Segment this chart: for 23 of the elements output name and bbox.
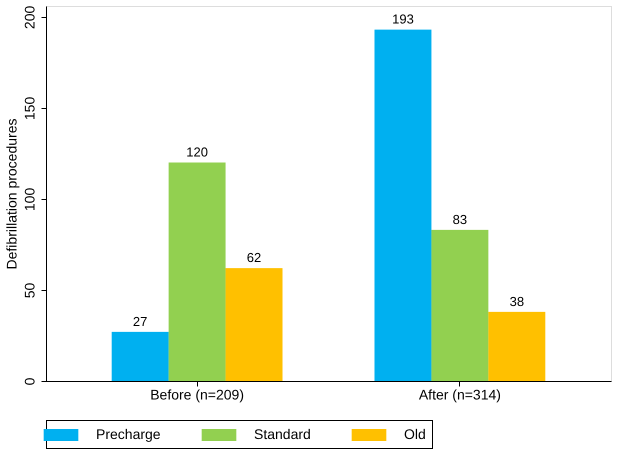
data-label: 62 [246,250,262,266]
legend-label: Old [404,426,426,442]
legend-label: Precharge [96,426,161,442]
data-label: 38 [510,294,524,309]
data-label: 83 [452,212,468,227]
y-tick-label: 100 [22,188,38,212]
bar [168,162,226,381]
data-label: 193 [392,12,414,27]
y-tick-label: 200 [22,6,38,30]
x-tick-label: Before (n=209) [150,386,244,402]
bar [374,30,432,381]
data-label: 27 [132,314,148,329]
bar [112,332,169,381]
bar [431,230,488,381]
bar [226,268,283,381]
y-tick-label: 0 [22,377,38,386]
legend-label: Standard [254,426,311,442]
bar [488,312,546,381]
y-tick-label: 150 [22,96,38,120]
y-tick-label: 50 [22,282,38,298]
y-axis-title: Defibrillation procedures [4,118,20,270]
x-tick-label: After (n=314) [418,386,501,402]
data-label: 120 [186,144,208,160]
